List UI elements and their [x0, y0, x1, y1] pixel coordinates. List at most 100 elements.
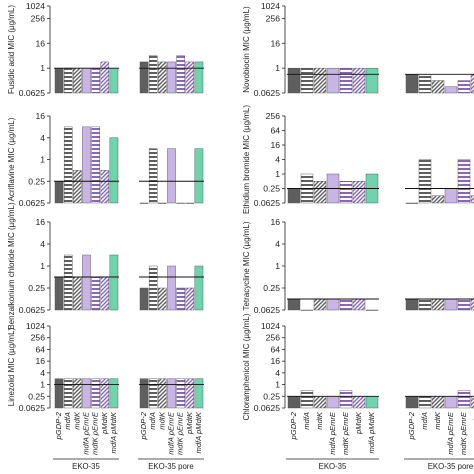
y-tick-label: 16	[270, 140, 280, 150]
panel-top-left: 0.0625 1 16 256 1024 Fusidic acid MIC (µg/mL)	[7, 1, 204, 98]
bar-mdtk-pemre-eko35-pore	[457, 159, 471, 204]
y-tick-label: 4	[40, 133, 45, 143]
bar-mdfa-pemre-eko35	[82, 378, 91, 409]
bar-mdtk-eko35	[73, 67, 82, 94]
bar-mdfa-pmdtk-eko35	[365, 67, 379, 94]
y-tick-label: 4	[275, 239, 280, 249]
bar-pgdp2-eko35-pore	[139, 61, 149, 94]
bar-mdfa-eko35-pore	[418, 298, 432, 311]
y-tick-label: 64	[270, 344, 280, 354]
bar-mdtk-pemre-eko35-pore	[176, 55, 185, 94]
y-tick-label: 0.0625	[254, 88, 281, 98]
y-tick-label: 0.25	[263, 184, 280, 194]
x-tick-label-pgdp2: pGDP-2	[289, 411, 298, 440]
x-tick-label-pmdtk: pMdtK	[472, 411, 474, 435]
y-tick-label: 0.25	[263, 391, 280, 401]
x-tick-label-mdfa: mdfA	[420, 412, 429, 430]
bar-mdtk-eko35	[73, 170, 82, 204]
bar-mdfa-pemre-eko35	[326, 298, 340, 311]
x-tick-label-pmdtk: pMdtK	[100, 411, 109, 435]
y-tick-label: 256	[31, 333, 46, 343]
x-tick-label-mdfa-pmdtk: mdfA pMdtK	[194, 411, 203, 453]
y-tick-label: 1024	[261, 1, 280, 11]
x-tick-label-mdtk-pemre: mdtK pEmrE	[341, 411, 350, 455]
bar-mdfa-eko35	[63, 254, 73, 311]
bar-mdfa-pmdtk-eko35-pore	[194, 378, 204, 409]
bar-mdtk-eko35-pore	[431, 80, 445, 94]
bar-mdtk-pemre-eko35-pore	[457, 390, 471, 409]
panel-third-right: 0.0625 0.25 1 4 16 Tetracycline MIC (µg/mL)	[242, 217, 474, 315]
y-tick-label: 256	[266, 333, 281, 343]
bar-mdfa-pmdtk-eko35	[365, 396, 379, 409]
group-label: EKO-35 pore	[428, 462, 474, 471]
y-tick-label: 1	[40, 261, 45, 271]
x-tick-label-mdfa-pemre: mdfA pEmrE	[328, 411, 337, 455]
bar-mdfa-pemre-eko35-pore	[444, 298, 458, 311]
y-tick-label: 1	[275, 261, 280, 271]
y-tick-label: 16	[35, 217, 45, 227]
bar-mdtk-pemre-eko35	[91, 378, 100, 409]
y-tick-label: 1024	[261, 321, 280, 331]
panel-second-right: 0.0625 0.25 1 4 16 64 256 Ethidium bromide MIC …	[242, 105, 474, 214]
bar-mdtk-eko35	[313, 396, 327, 409]
bar-mdtk-pemre-eko35	[339, 298, 353, 311]
group-label: EKO-35	[319, 462, 347, 471]
y-tick-label: 16	[35, 356, 45, 366]
bar-mdfa-pemre-eko35	[82, 67, 91, 94]
y-axis-label: Fusidic acid MIC (µg/mL)	[7, 5, 16, 94]
bar-mdtk-eko35-pore	[158, 202, 167, 204]
bar-pgdp2-eko35	[287, 396, 301, 409]
y-tick-label: 16	[35, 111, 45, 121]
bar-mdfa-eko35	[300, 309, 314, 311]
bar-mdfa-eko35	[63, 378, 73, 409]
y-tick-label: 4	[40, 368, 45, 378]
x-tick-label-pmdtk: pMdtK	[354, 411, 363, 435]
bar-pgdp2-eko35-pore	[139, 378, 149, 409]
x-tick-label-mdfa: mdfA	[148, 412, 157, 430]
x-tick-label-mdfa: mdfA	[302, 412, 311, 430]
bar-mdtk-eko35	[313, 298, 327, 311]
x-tick-label-mdtk-pemre: mdtK pEmrE	[91, 411, 100, 455]
bar-pmdtk-eko35	[352, 67, 366, 94]
y-tick-label: 256	[266, 111, 281, 121]
bar-mdfa-eko35	[300, 67, 314, 94]
bar-mdfa-eko35-pore	[418, 396, 432, 409]
bar-pmdtk-eko35	[352, 298, 366, 311]
bar-pmdtk-eko35-pore	[185, 378, 195, 409]
y-tick-label: 1	[275, 169, 280, 179]
y-tick-label: 1	[275, 380, 280, 390]
bar-mdfa-pemre-eko35	[82, 254, 91, 311]
panel-second-left: 0.0625 0.25 1 4 16 Acriflavine MIC (µg/mL)	[7, 111, 204, 208]
x-tick-label-mdfa-pmdtk: mdfA pMdtK	[109, 411, 118, 453]
x-tick-label-pmdtk: pMdtK	[185, 411, 194, 435]
bar-mdtk-pemre-eko35-pore	[457, 298, 471, 311]
bar-pgdp2-eko35-pore	[139, 287, 149, 311]
x-tick-label-mdfa-pemre: mdfA pEmrE	[82, 411, 91, 455]
bar-mdfa-eko35-pore	[148, 265, 158, 311]
y-tick-label: 4	[275, 368, 280, 378]
bar-pgdp2-eko35	[287, 67, 301, 94]
y-axis-label: Tetracycline MIC (µg/mL)	[242, 221, 251, 310]
y-tick-label: 4	[275, 155, 280, 165]
bar-mdtk-pemre-eko35	[339, 390, 353, 409]
bar-pgdp2-eko35	[54, 276, 64, 311]
y-tick-label: 0.25	[28, 176, 45, 186]
bar-pmdtk-eko35	[352, 396, 366, 409]
y-tick-label: 0.0625	[19, 198, 46, 208]
y-tick-label: 0.0625	[254, 403, 281, 413]
bar-pmdtk-eko35-pore	[470, 396, 474, 409]
y-axis-label: Ethidium bromide MIC (µg/mL)	[242, 105, 251, 214]
bar-mdfa-pemre-eko35-pore	[167, 148, 176, 204]
y-tick-label: 64	[270, 126, 280, 136]
panel-third-left: 0.0625 0.25 1 4 16 Benzalkonium chloride MIC …	[7, 202, 204, 330]
bar-pmdtk-eko35-pore	[470, 195, 474, 204]
x-tick-label-mdfa-pemre: mdfA pEmrE	[446, 411, 455, 455]
y-tick-label: 0.25	[28, 391, 45, 401]
y-tick-label: 16	[35, 38, 45, 48]
y-tick-label: 64	[35, 344, 45, 354]
bar-pmdtk-eko35	[100, 61, 110, 94]
bar-mdfa-pmdtk-eko35	[109, 378, 119, 409]
bar-mdfa-pemre-eko35-pore	[167, 265, 176, 311]
bar-mdfa-eko35-pore	[418, 74, 432, 94]
